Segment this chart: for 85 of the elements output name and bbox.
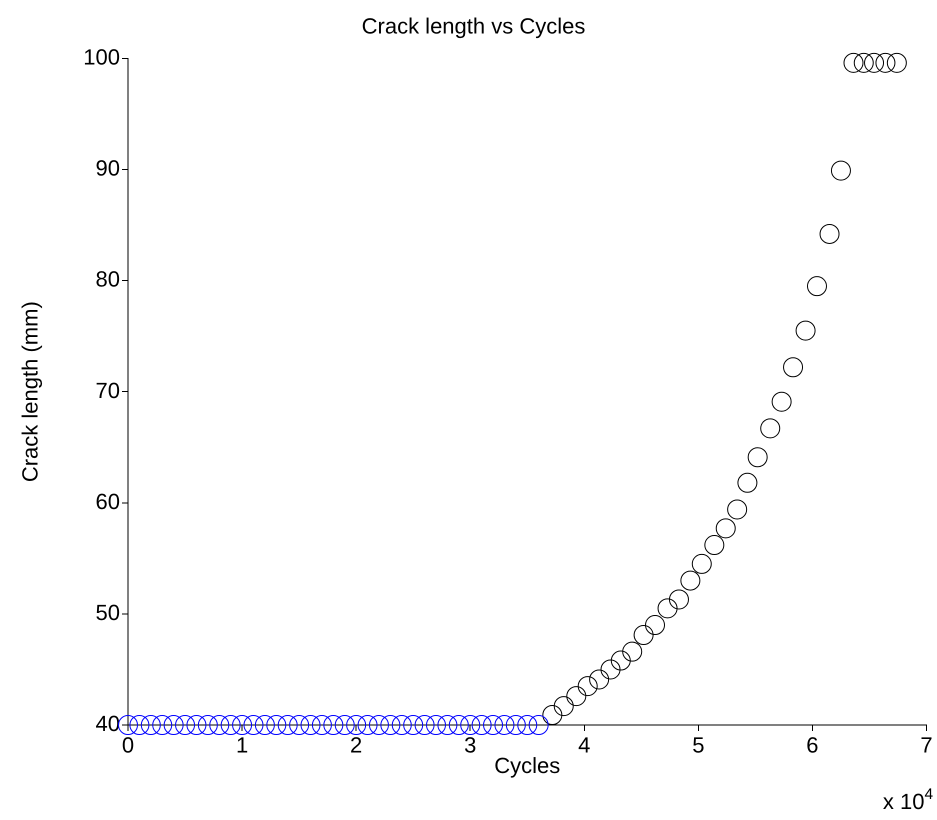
point <box>760 418 780 438</box>
point <box>727 499 748 520</box>
x-tick-label: 4 <box>578 732 590 758</box>
point <box>610 650 631 671</box>
point <box>164 715 184 735</box>
point <box>692 554 712 574</box>
y-tick-label: 70 <box>96 378 120 403</box>
point <box>578 676 598 696</box>
point <box>232 715 252 735</box>
point <box>589 669 610 690</box>
point <box>368 715 389 735</box>
point <box>118 715 138 735</box>
x-tick-label: 3 <box>464 732 476 758</box>
point <box>437 715 458 735</box>
point <box>323 715 344 735</box>
point <box>472 715 492 735</box>
point <box>334 715 355 735</box>
x-tick-label: 2 <box>350 732 362 758</box>
point <box>830 160 851 181</box>
point <box>403 715 424 735</box>
x-tick-label: 6 <box>806 732 819 758</box>
point <box>483 715 504 735</box>
point <box>254 715 275 735</box>
point <box>506 715 526 735</box>
point <box>460 715 480 735</box>
y-tick-label: 90 <box>96 156 120 181</box>
point <box>820 224 840 244</box>
point <box>566 686 586 706</box>
point <box>875 52 896 73</box>
point <box>680 570 700 591</box>
x-tick-label: 1 <box>236 732 248 758</box>
point <box>645 615 666 636</box>
point <box>772 392 792 412</box>
y-tick-label: 60 <box>96 488 120 514</box>
point <box>737 472 758 493</box>
point <box>414 715 435 735</box>
point <box>152 715 172 735</box>
point <box>517 715 538 735</box>
point <box>494 715 514 735</box>
point <box>312 715 332 735</box>
point <box>380 715 400 735</box>
point <box>806 276 827 296</box>
y-tick-label: 100 <box>83 44 120 70</box>
y-axis-title: Crack length (mm) <box>17 301 42 482</box>
point <box>198 715 218 735</box>
point <box>704 535 724 556</box>
point <box>542 705 562 725</box>
point <box>843 52 864 73</box>
point <box>266 715 286 735</box>
point <box>129 715 150 735</box>
point <box>209 715 230 735</box>
point <box>622 642 642 662</box>
point <box>220 715 241 735</box>
point <box>854 52 874 73</box>
x-tick-label: 5 <box>692 732 704 758</box>
point <box>186 715 206 735</box>
point <box>886 52 907 73</box>
x-axis-title: Cycles <box>494 752 560 778</box>
point <box>528 715 549 735</box>
x-tick-label: 7 <box>920 732 933 758</box>
point <box>634 625 654 646</box>
point <box>668 589 689 610</box>
y-tick-label: 80 <box>96 266 120 292</box>
point <box>796 320 816 341</box>
point <box>600 659 621 680</box>
chart-title: Crack length vs Cycles <box>362 13 586 38</box>
point <box>716 518 736 538</box>
point <box>300 715 321 735</box>
point <box>346 715 366 735</box>
point <box>864 52 884 73</box>
point <box>392 715 412 735</box>
point <box>140 715 161 735</box>
point <box>448 715 469 735</box>
point <box>426 715 446 735</box>
y-tick-label: 50 <box>96 600 120 625</box>
point <box>175 715 196 735</box>
point <box>783 357 804 378</box>
point <box>243 715 264 735</box>
x-tick-label: 0 <box>122 732 134 758</box>
point <box>748 447 768 468</box>
point <box>278 715 298 735</box>
point <box>658 598 678 618</box>
point <box>554 696 574 716</box>
point <box>289 715 310 735</box>
point <box>358 715 378 735</box>
